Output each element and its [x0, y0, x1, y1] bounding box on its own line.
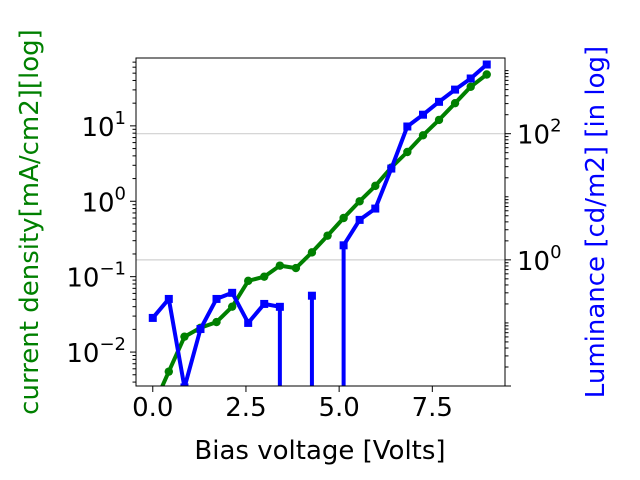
- current-density-point: [275, 261, 285, 270]
- luminance-point: [212, 294, 221, 303]
- luminance-point: [180, 383, 189, 386]
- current-density-point: [482, 70, 491, 79]
- x-tick-label: 0.0: [132, 393, 173, 423]
- x-tick-label: 2.5: [225, 393, 266, 423]
- current-density-point: [227, 302, 237, 311]
- luminance-point: [482, 60, 491, 69]
- current-density-point: [212, 317, 221, 327]
- luminance-point: [196, 325, 205, 334]
- current-density-point: [466, 82, 475, 91]
- current-density-point: [307, 248, 317, 257]
- luminance-point: [435, 97, 444, 106]
- y-right-tick-label: 100: [517, 242, 562, 277]
- plot-area: [148, 60, 491, 386]
- current-density-point: [180, 332, 189, 341]
- luminance-point: [260, 299, 269, 308]
- x-tick-label: 7.5: [412, 393, 453, 423]
- luminance-point: [275, 302, 284, 311]
- luminance-point: [451, 85, 460, 94]
- luminance-point: [228, 288, 237, 297]
- grid-lines: [136, 133, 505, 261]
- y-axis-label-right: Luminance [cd/m2] [in log]: [581, 46, 611, 398]
- luminance-point: [307, 291, 316, 300]
- y-right-tick-label: 102: [517, 116, 562, 151]
- luminance-point: [371, 204, 380, 213]
- luminance-point: [244, 318, 253, 327]
- luminance-point: [387, 164, 396, 173]
- luminance-line: [341, 62, 489, 247]
- current-density-point: [450, 98, 460, 108]
- current-density-point: [339, 213, 348, 223]
- y-left-tick-label: 10−1: [66, 259, 126, 294]
- axis-ticks: 0.0 2.5 5.0 7.5 10−2 10−1 100 101 100 102: [66, 61, 562, 423]
- luminance-point: [355, 215, 364, 224]
- luminance-point: [419, 110, 427, 119]
- current-density-point: [434, 115, 444, 125]
- current-density-point: [243, 276, 253, 286]
- luminance-point: [466, 74, 475, 83]
- current-density-point: [403, 147, 412, 157]
- luminance-point: [403, 122, 412, 131]
- y-axis-label-left: current density[mA/cm2][log]: [15, 29, 45, 415]
- y-left-tick-label: 100: [81, 183, 126, 218]
- y-left-tick-label: 10−2: [66, 334, 126, 369]
- current-density-point: [323, 231, 332, 240]
- x-tick-label: 5.0: [318, 393, 359, 423]
- current-density-point: [291, 263, 301, 273]
- x-axis-label: Bias voltage [Volts]: [194, 436, 445, 466]
- current-density-point: [164, 367, 173, 376]
- luminance-point: [164, 294, 173, 303]
- current-density-point: [260, 272, 269, 281]
- current-density-line: [160, 72, 488, 386]
- current-density-point: [418, 131, 428, 140]
- luminance-point: [148, 313, 157, 322]
- current-density-point: [355, 197, 364, 206]
- luminance-point: [339, 241, 348, 250]
- current-density-point: [371, 181, 380, 191]
- y-left-tick-label: 101: [81, 108, 126, 143]
